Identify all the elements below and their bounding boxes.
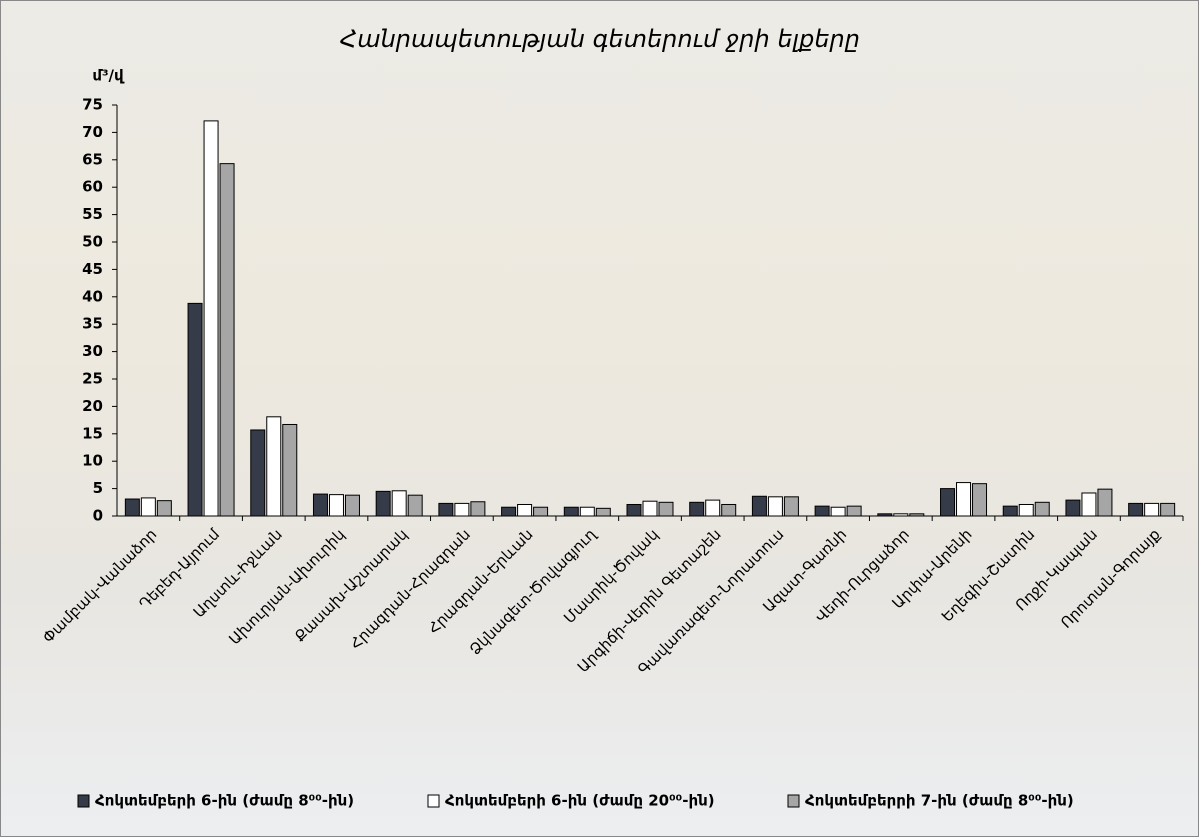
bar [595, 507, 611, 517]
y-tick-label: 20 [82, 397, 103, 415]
bar [783, 496, 799, 517]
y-tick-label: 30 [82, 342, 103, 360]
bar [1128, 502, 1144, 517]
bar [579, 506, 595, 517]
bar [1160, 502, 1176, 517]
bar [1065, 499, 1081, 517]
bar [767, 496, 783, 517]
legend-label: Հոկտեմբերի 6-ին (ժամը 8⁰⁰-ին) [95, 792, 354, 810]
bar [642, 500, 658, 517]
bar [407, 494, 423, 517]
bar [1018, 503, 1034, 517]
bar [846, 505, 862, 517]
bar [956, 482, 972, 517]
bar [203, 120, 219, 517]
y-tick-label: 10 [82, 452, 103, 470]
bar [1144, 502, 1160, 517]
bar [438, 502, 454, 517]
chart-title: Հանրապետության գետերում ջրի ելքերը [340, 25, 860, 53]
bar [689, 501, 705, 517]
bar [344, 494, 360, 517]
y-tick-label: 5 [93, 479, 103, 497]
bar [124, 498, 140, 517]
y-tick-label: 70 [82, 123, 103, 141]
bar [1034, 501, 1050, 517]
legend-swatch [787, 794, 800, 808]
bar [721, 503, 737, 517]
bar [877, 513, 893, 517]
legend-label: Հոկտեմբերրի 7-ին (ժամը 8⁰⁰-ին) [805, 792, 1074, 810]
bar [830, 506, 846, 517]
y-tick-label: 60 [82, 178, 103, 196]
bar [517, 503, 533, 517]
y-tick-label: 45 [82, 260, 103, 278]
bar [972, 483, 988, 517]
bar [814, 505, 830, 517]
bar [470, 501, 486, 517]
legend-swatch [77, 794, 90, 808]
bar [140, 497, 156, 517]
y-tick-label: 50 [82, 233, 103, 251]
bar [312, 493, 328, 517]
bar [454, 502, 470, 517]
bar [909, 513, 925, 517]
bar [266, 416, 282, 517]
y-tick-label: 25 [82, 370, 103, 388]
bar [282, 423, 298, 517]
bar [658, 501, 674, 517]
bar [391, 490, 407, 517]
bar [893, 513, 909, 517]
y-tick-label: 15 [82, 424, 103, 442]
bar [563, 506, 579, 517]
bar [156, 500, 172, 517]
legend-label: Հոկտեմբերի 6-ին (ժամը 20⁰⁰-ին) [445, 792, 715, 810]
bar [328, 494, 344, 517]
y-tick-label: 40 [82, 287, 103, 305]
legend-swatch [427, 794, 440, 808]
y-tick-label: 65 [82, 150, 103, 168]
bar [751, 495, 767, 517]
bar [940, 488, 956, 517]
y-axis-label: մ³/վ [92, 67, 125, 85]
bar [1002, 505, 1018, 517]
bar [250, 429, 266, 517]
bar [1097, 488, 1113, 517]
bar [626, 503, 642, 517]
bar [375, 490, 391, 517]
y-tick-label: 55 [82, 205, 103, 223]
y-tick-label: 75 [82, 96, 103, 114]
bar [1081, 492, 1097, 517]
bar [533, 506, 549, 517]
bar [705, 499, 721, 517]
bar [501, 506, 517, 517]
y-tick-label: 35 [82, 315, 103, 333]
bar [219, 163, 235, 517]
bar [187, 302, 203, 517]
y-tick-label: 0 [93, 507, 103, 525]
